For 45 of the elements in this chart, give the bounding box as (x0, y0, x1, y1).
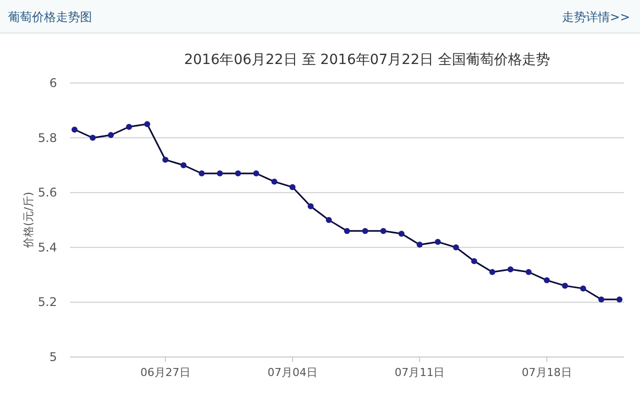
point (90, 134, 96, 141)
point (198, 170, 205, 176)
y-axis-title: 价格(元/斤) (22, 192, 35, 250)
point (235, 170, 242, 176)
text: 葡萄价格走势图 (8, 10, 92, 24)
point (616, 296, 622, 302)
x-tick-label: 07月18日 (522, 366, 572, 379)
point (526, 269, 532, 276)
point (398, 230, 404, 237)
point (253, 170, 260, 176)
point (162, 156, 168, 163)
point (471, 258, 478, 264)
y-tick-label: 5 (49, 350, 57, 364)
point (308, 203, 314, 210)
point (271, 178, 278, 185)
point (126, 124, 132, 130)
x-tick-label: 07月04日 (268, 366, 318, 379)
point (380, 228, 386, 234)
point (489, 269, 496, 276)
point (507, 266, 514, 272)
point (108, 132, 114, 138)
text: 走势详情>> (562, 10, 630, 24)
point (344, 228, 350, 234)
point (180, 162, 187, 168)
point (598, 296, 604, 302)
point (216, 170, 223, 176)
point (144, 121, 150, 128)
y-tick-label: 5.4 (38, 240, 57, 254)
point (452, 244, 459, 250)
y-tick-label: 6 (49, 76, 57, 90)
point (72, 126, 78, 133)
point (580, 286, 586, 292)
point (544, 277, 550, 284)
point (290, 184, 296, 190)
point (416, 242, 423, 248)
point (326, 217, 332, 223)
point (562, 282, 568, 289)
x-tick-label: 06月27日 (140, 366, 190, 379)
y-tick-label: 5.6 (38, 186, 57, 200)
y-tick-label: 5.2 (38, 295, 57, 310)
point (434, 238, 441, 245)
y-tick-label: 5.8 (38, 130, 57, 145)
chart-title: 2016年06月22日 至 2016年07月22日 全国葡萄价格走势 (184, 52, 550, 68)
point (362, 228, 368, 234)
x-tick-label: 07月11日 (394, 366, 445, 379)
